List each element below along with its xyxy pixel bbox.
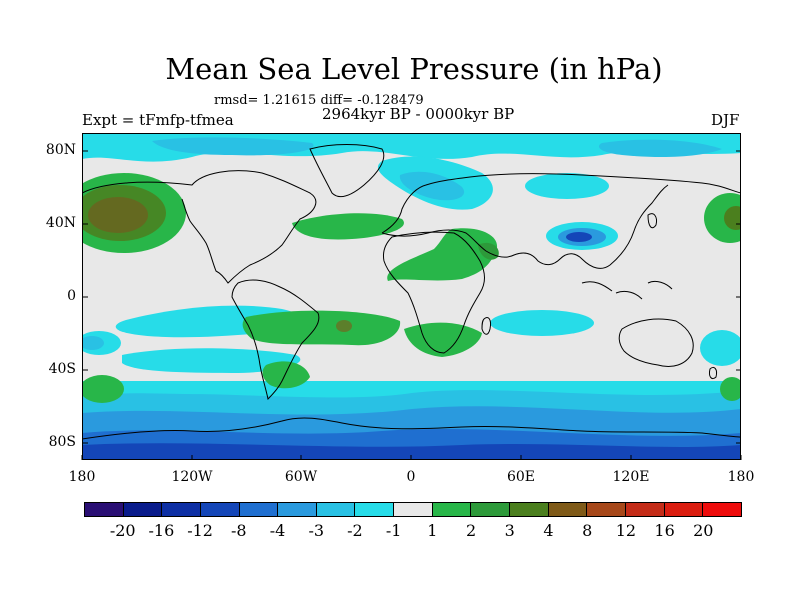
coast-africa: [383, 231, 485, 354]
colorbar-label: -12: [187, 521, 213, 540]
colorbar-label: -3: [308, 521, 325, 540]
lon-label-0: 0: [406, 469, 416, 485]
lon-label-60w: 60W: [284, 469, 318, 485]
lat-label-80n: 80N: [45, 142, 76, 158]
coast-south-america: [231, 279, 320, 401]
lon-label-120w: 120W: [171, 469, 213, 485]
colorbar-label: -8: [231, 521, 247, 540]
season-label: DJF: [711, 111, 740, 129]
colorbar-segment: [625, 503, 665, 516]
colorbar-label: -1: [385, 521, 402, 540]
colorbar-segment: [703, 503, 741, 516]
map-title: Mean Sea Level Pressure (in hPa): [165, 52, 663, 86]
lon-label-180-right: 180: [727, 469, 755, 485]
colorbar-label: 8: [582, 521, 593, 540]
colorbar-segment: [162, 503, 201, 516]
stats-text: rmsd= 1.21615 diff= -0.128479: [214, 93, 424, 108]
lat-label-0: 0: [67, 288, 76, 304]
colorbar-label: 12: [615, 521, 637, 540]
colorbar-label: 20: [693, 521, 714, 540]
lat-label-80s: 80S: [48, 434, 76, 450]
colorbar-segment: [355, 503, 395, 516]
colorbar-segment: [432, 503, 472, 516]
coast-antarctica: [82, 417, 741, 440]
experiment-label: Expt = tFmfp-tfmea: [82, 111, 234, 129]
coast-north-america: [82, 170, 317, 284]
arctic-low: [82, 133, 741, 210]
coast-madagascar: [481, 316, 491, 335]
colorbar-segment: [123, 503, 163, 516]
colorbar-segment: [548, 503, 588, 516]
colorbar-label: 2: [465, 521, 477, 540]
colorbar: [84, 502, 742, 517]
colorbar-segment: [316, 503, 356, 516]
coast-eurasia: [381, 173, 741, 269]
colorbar-segment: [471, 503, 511, 516]
colorbar-segment: [587, 503, 626, 516]
lon-label-120e: 120E: [612, 469, 650, 485]
colorbar-label: -20: [109, 521, 136, 540]
north-pacific-high: [82, 173, 741, 253]
coast-new-zealand: [709, 366, 717, 380]
coast-japan: [647, 213, 657, 229]
colorbar-label: 1: [427, 521, 438, 540]
colorbar-label: 4: [543, 521, 554, 540]
asia-low: [546, 222, 618, 250]
colorbar-segment: [85, 503, 124, 516]
colorbar-segment: [510, 503, 549, 516]
lon-label-180-left: 180: [68, 469, 96, 485]
positive-anomalies: [82, 213, 741, 403]
colorbar-segment: [278, 503, 317, 516]
southern-ocean-low: [82, 381, 741, 460]
colorbar-label: 16: [654, 521, 675, 540]
colorbar-segment: [200, 503, 240, 516]
colorbar-segment: [394, 503, 433, 516]
lon-label-60e: 60E: [506, 469, 536, 485]
pressure-anomaly-map: [82, 133, 741, 460]
lat-label-40n: 40N: [45, 215, 76, 231]
colorbar-segment: [664, 503, 704, 516]
colorbar-label: 3: [504, 521, 515, 540]
coastlines: [82, 144, 741, 440]
colorbar-label: -4: [269, 521, 286, 540]
coast-indonesia: [581, 280, 673, 300]
lat-label-40s: 40S: [48, 361, 76, 377]
coast-australia: [618, 318, 694, 367]
colorbar-label: -16: [148, 521, 175, 540]
period-label: 2964kyr BP - 0000kyr BP: [322, 105, 515, 123]
colorbar-label: -2: [347, 521, 363, 540]
coast-greenland: [309, 144, 385, 198]
colorbar-segment: [239, 503, 279, 516]
map-canvas: [82, 133, 741, 460]
